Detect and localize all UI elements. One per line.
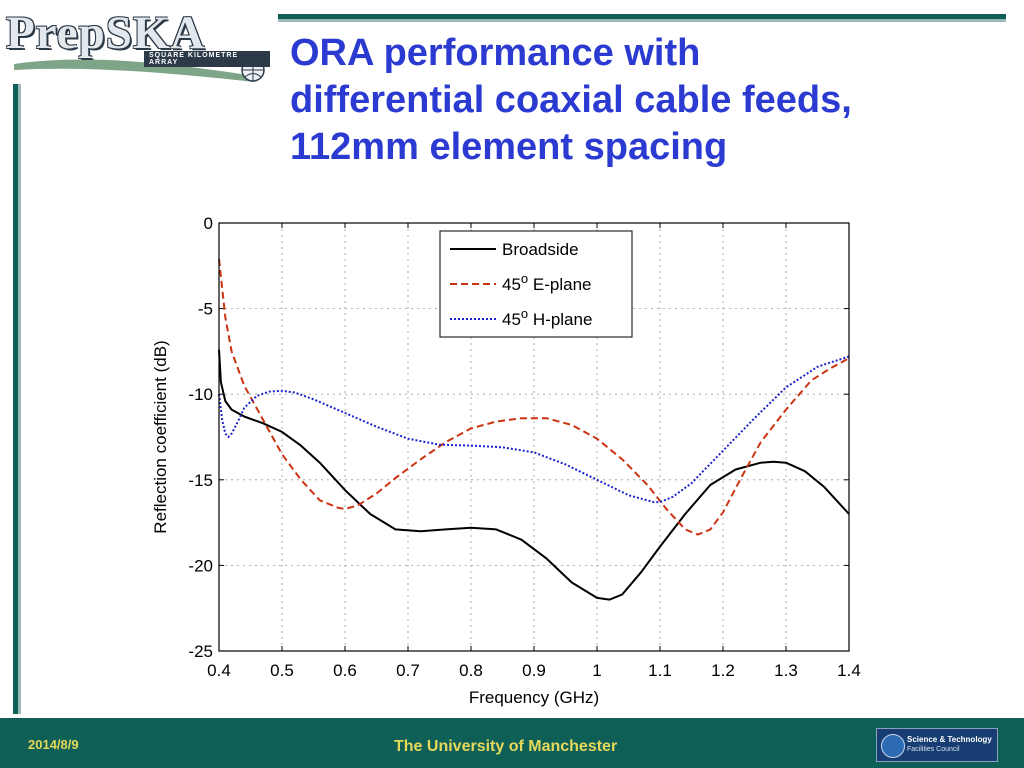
legend-label: 45o E-plane <box>502 271 591 294</box>
x-tick-label: 0.4 <box>207 661 231 680</box>
title-line-1: ORA performance with <box>290 32 701 74</box>
y-axis-label: Reflection coefficient (dB) <box>151 340 170 533</box>
x-tick-label: 0.5 <box>270 661 294 680</box>
side-divider <box>13 84 18 714</box>
stfc-name-line2: Facilities Council <box>907 746 960 753</box>
stfc-emblem-icon <box>881 734 905 758</box>
logo-wordmark: PrepSKA <box>6 7 206 59</box>
reflection-coefficient-chart: 0.4 0.5 0.6 0.7 0.8 0.9 1 1.1 1.2 1.3 1.4 0 -5 -10 -15… <box>151 214 861 707</box>
stfc-logo: Science & Technology Facilities Council <box>876 728 998 762</box>
x-tick-label: 1.2 <box>711 661 735 680</box>
y-tick-label: -25 <box>188 642 213 661</box>
stfc-name-line1: Science & Technology <box>907 735 992 744</box>
x-tick-label: 1.1 <box>648 661 672 680</box>
top-divider <box>278 14 1006 19</box>
x-axis-label: Frequency (GHz) <box>469 688 599 707</box>
slide-title: ORA performance with differential coaxia… <box>290 30 990 171</box>
x-tick-label: 1 <box>592 661 601 680</box>
x-tick-label: 0.9 <box>522 661 546 680</box>
axes-frame <box>218 222 850 652</box>
series-line <box>218 349 850 601</box>
x-tick-label: 0.7 <box>396 661 420 680</box>
legend-label: 45o H-plane <box>502 306 592 329</box>
series-line <box>218 258 850 536</box>
x-tick-label: 0.8 <box>459 661 483 680</box>
y-tick-label: -20 <box>188 556 213 575</box>
title-line-3: 112mm element spacing <box>290 126 728 168</box>
footer-institution: The University of Manchester <box>394 738 618 755</box>
y-tick-label: -5 <box>198 300 213 319</box>
series-line <box>218 355 850 504</box>
footer-bar: 2014/8/9 The University of Manchester Sc… <box>0 718 1024 768</box>
footer-date: 2014/8/9 <box>28 737 79 752</box>
y-tick-label: -15 <box>188 471 213 490</box>
prepska-logo: PrepSKA SQUARE KILOMETRE ARRAY <box>4 6 270 84</box>
y-tick-label: 0 <box>204 214 213 233</box>
title-line-2: differential coaxial cable feeds, <box>290 79 852 121</box>
x-tick-label: 0.6 <box>333 661 357 680</box>
legend-label: Broadside <box>502 240 579 259</box>
x-tick-label: 1.3 <box>774 661 798 680</box>
logo-tagline: SQUARE KILOMETRE ARRAY <box>144 51 270 67</box>
x-tick-label: 1.4 <box>837 661 861 680</box>
y-tick-label: -10 <box>188 385 213 404</box>
